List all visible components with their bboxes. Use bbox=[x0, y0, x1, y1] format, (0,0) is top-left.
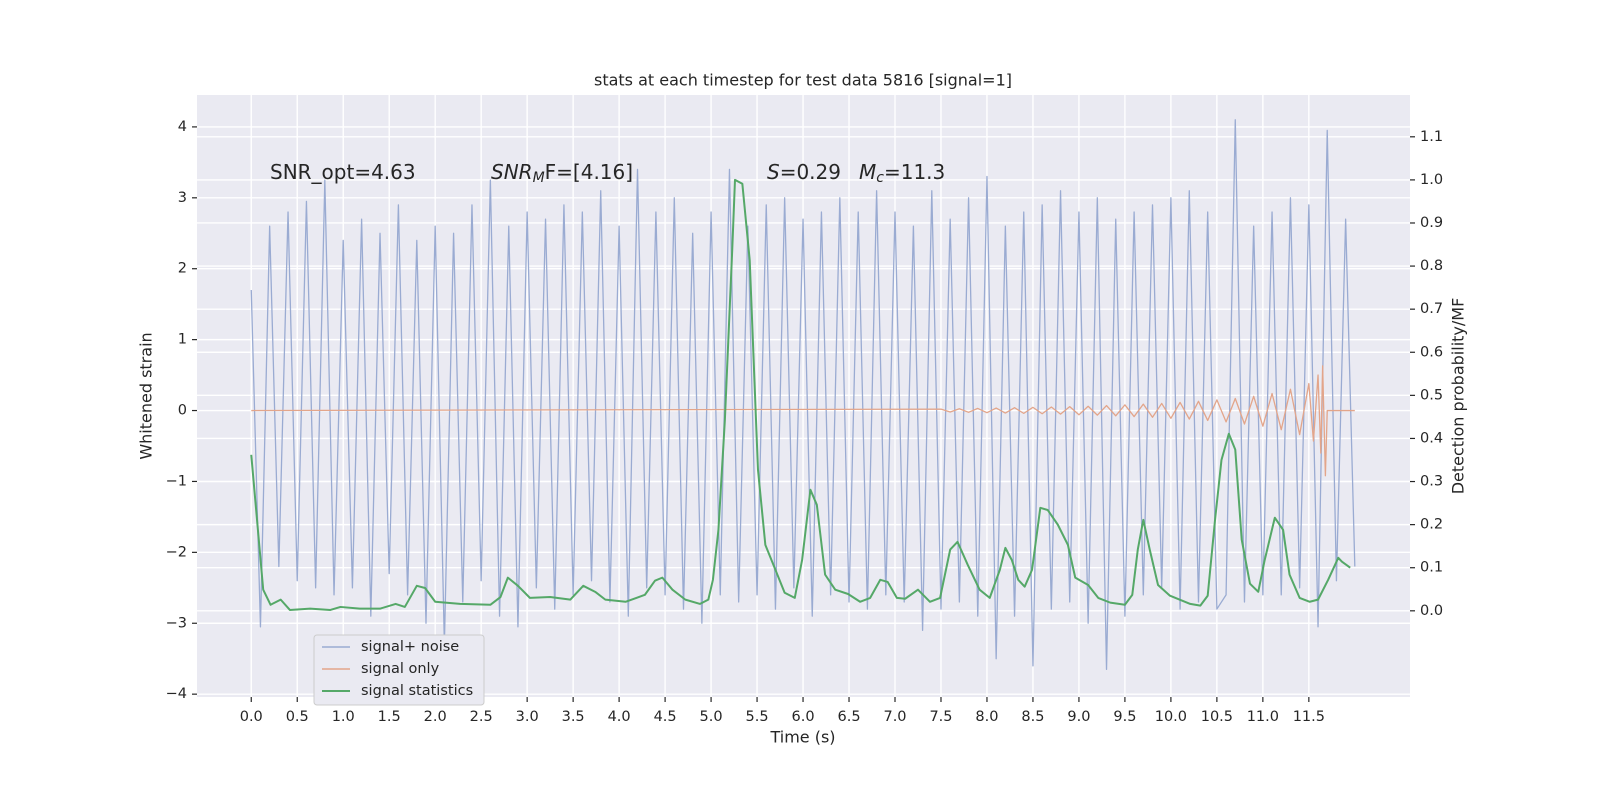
x-tick-label: 0.5 bbox=[286, 709, 309, 725]
x-tick-label: 11.5 bbox=[1293, 709, 1325, 725]
y2-tick-label: 0.4 bbox=[1420, 430, 1443, 446]
x-tick-label: 4.0 bbox=[608, 709, 631, 725]
marks bbox=[250, 119, 1356, 670]
legend-label: signal+ noise bbox=[361, 639, 459, 655]
y-tick-label: 2 bbox=[178, 261, 187, 277]
y2-tick-label: 0.5 bbox=[1420, 387, 1443, 403]
y2-tick-label: 1.0 bbox=[1420, 172, 1443, 188]
x-tick-label: 6.5 bbox=[837, 709, 860, 725]
annotation-symbol: SNR bbox=[491, 160, 533, 184]
series-line bbox=[250, 119, 1356, 670]
x-tick-label: 8.5 bbox=[1021, 709, 1044, 725]
annotation-text: =11.3 bbox=[884, 160, 945, 184]
y2-tick-label: 0.8 bbox=[1420, 258, 1443, 274]
x-tick-label: 1.0 bbox=[332, 709, 355, 725]
x-tick-label: 8.0 bbox=[975, 709, 998, 725]
x-tick-label: 1.5 bbox=[378, 709, 401, 725]
y2-tick-label: 0.7 bbox=[1420, 301, 1443, 317]
y-tick-label: −3 bbox=[166, 615, 187, 631]
x-tick-label: 4.5 bbox=[654, 709, 677, 725]
x-tick-label: 3.5 bbox=[562, 709, 585, 725]
legend-box bbox=[313, 634, 485, 706]
ticks: 0.0 0.5 1.0 1.5 2.0 2.5 3.0 3.5 4.0 4.5 5.0 5.5 6.0 6… bbox=[166, 119, 1443, 725]
y-tick-label: −4 bbox=[166, 686, 187, 702]
y-tick-label: −2 bbox=[166, 544, 187, 560]
x-tick-label: 9.0 bbox=[1067, 709, 1090, 725]
chart-title: stats at each timestep for test data 581… bbox=[594, 71, 1012, 90]
annotation: S=0.29 bbox=[767, 160, 841, 184]
y2-tick-label: 0.3 bbox=[1420, 474, 1443, 490]
x-tick-label: 2.0 bbox=[424, 709, 447, 725]
x-tick-label: 5.0 bbox=[700, 709, 723, 725]
x-tick-label: 7.0 bbox=[883, 709, 906, 725]
annotation: SNR_opt=4.63 bbox=[270, 160, 416, 184]
legend: signal+ noise signal only signal statistic… bbox=[313, 634, 485, 706]
y2-axis-label: Detection probability/MF bbox=[1449, 298, 1468, 495]
x-tick-label: 5.5 bbox=[746, 709, 769, 725]
x-tick-label: 10.5 bbox=[1201, 709, 1233, 725]
x-tick-label: 0.0 bbox=[240, 709, 263, 725]
x-tick-label: 9.5 bbox=[1113, 709, 1136, 725]
x-tick-label: 11.0 bbox=[1247, 709, 1279, 725]
series-line bbox=[251, 365, 1355, 477]
series-line bbox=[250, 178, 1351, 611]
y-tick-label: 1 bbox=[178, 332, 187, 348]
annotation-text: SNR_opt=4.63 bbox=[270, 160, 416, 184]
annotation-symbol: M bbox=[859, 160, 876, 184]
annotation-symbol: S bbox=[767, 160, 780, 184]
x-axis-label: Time (s) bbox=[769, 728, 835, 747]
annotation-subscript: c bbox=[876, 170, 884, 186]
legend-label: signal only bbox=[361, 661, 440, 677]
y2-tick-label: 0.1 bbox=[1420, 560, 1443, 576]
annotation: SNRMF=[4.16] bbox=[491, 160, 633, 187]
annotation-text: =0.29 bbox=[780, 160, 841, 184]
annotation: Mc=11.3 bbox=[859, 160, 945, 187]
x-tick-label: 2.5 bbox=[470, 709, 493, 725]
y-axis-label: Whitened strain bbox=[137, 332, 156, 459]
legend-label: signal statistics bbox=[361, 683, 473, 699]
y2-tick-label: 0.0 bbox=[1420, 603, 1443, 619]
y2-tick-label: 0.2 bbox=[1420, 517, 1443, 533]
y-tick-label: 4 bbox=[178, 119, 187, 135]
y-tick-label: −1 bbox=[166, 473, 187, 489]
y-tick-label: 0 bbox=[178, 403, 187, 419]
y2-tick-label: 0.6 bbox=[1420, 344, 1443, 360]
y2-tick-label: 0.9 bbox=[1420, 215, 1443, 231]
x-tick-label: 7.5 bbox=[929, 709, 952, 725]
annotations: SNR_opt=4.63 SNRMF=[4.16] S=0.29 Mc=11.3 bbox=[270, 160, 945, 187]
annotation-text: F=[4.16] bbox=[545, 160, 633, 184]
x-tick-label: 6.0 bbox=[792, 709, 815, 725]
x-tick-label: 3.0 bbox=[516, 709, 539, 725]
y-tick-label: 3 bbox=[178, 190, 187, 206]
x-tick-label: 10.0 bbox=[1155, 709, 1187, 725]
y2-tick-label: 1.1 bbox=[1420, 129, 1443, 145]
annotation-subscript: M bbox=[533, 170, 545, 186]
